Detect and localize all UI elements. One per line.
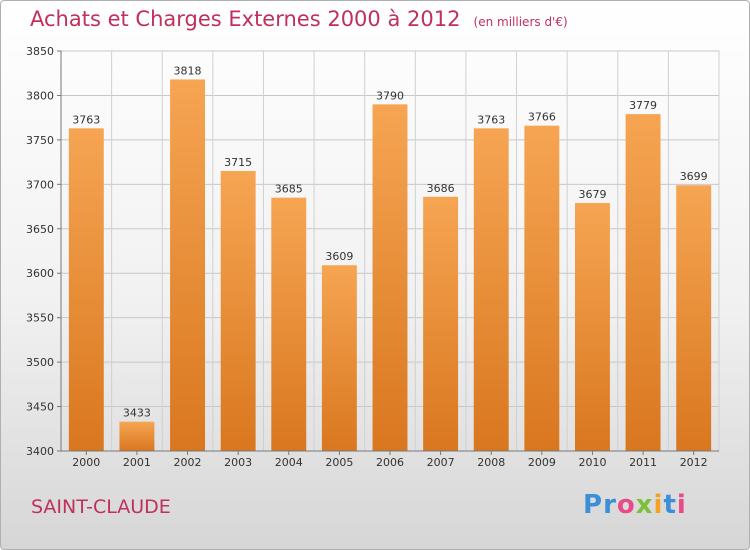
bar-2010 bbox=[574, 203, 610, 451]
y-tick-label: 3650 bbox=[26, 223, 54, 236]
bar-2000 bbox=[68, 128, 104, 451]
bar-2009 bbox=[524, 125, 560, 452]
logo-letter: r bbox=[603, 490, 617, 520]
y-tick-label: 3800 bbox=[26, 89, 54, 102]
logo-letter: P bbox=[583, 490, 604, 520]
bar-value-label: 3790 bbox=[376, 89, 404, 102]
proxiti-logo[interactable]: Proxiti bbox=[583, 490, 687, 520]
chart-title-block: Achats et Charges Externes 2000 à 2012 (… bbox=[30, 7, 568, 31]
bar-value-label: 3715 bbox=[224, 156, 252, 169]
x-tick-label: 2001 bbox=[123, 456, 151, 469]
bar-value-label: 3779 bbox=[629, 99, 657, 112]
axes: 3400 3450 3500 3550 3600 3650 3700 3750 3800 3850… bbox=[26, 45, 719, 469]
x-tick-label: 2000 bbox=[72, 456, 100, 469]
logo-letter: o bbox=[616, 490, 636, 520]
bar-value-label: 3763 bbox=[72, 113, 100, 126]
logo-letter: t bbox=[663, 490, 677, 520]
bars: 3763 3433 3818 3715 3685 3609 3790 3686 3763 3766… bbox=[68, 64, 712, 452]
place-name: SAINT-CLAUDE bbox=[31, 496, 171, 518]
x-tick-label: 2005 bbox=[325, 456, 353, 469]
y-tick-label: 3450 bbox=[26, 401, 54, 414]
bar-2006 bbox=[372, 104, 408, 451]
bar-value-label: 3699 bbox=[680, 170, 708, 183]
bar-value-label: 3679 bbox=[578, 188, 606, 201]
x-tick-label: 2012 bbox=[680, 456, 708, 469]
bar-value-label: 3685 bbox=[275, 183, 303, 196]
bar-2001 bbox=[119, 421, 155, 451]
bar-value-label: 3818 bbox=[174, 64, 202, 77]
bar-2003 bbox=[220, 171, 256, 451]
chart-unit: (en milliers d'€) bbox=[473, 15, 568, 29]
bar-2004 bbox=[271, 197, 307, 451]
bar-2012 bbox=[676, 185, 712, 451]
bar-2002 bbox=[170, 79, 206, 451]
bar-value-label: 3763 bbox=[477, 113, 505, 126]
x-tick-label: 2008 bbox=[477, 456, 505, 469]
logo-letter: x bbox=[635, 490, 654, 520]
bar-2011 bbox=[625, 114, 661, 451]
x-tick-label: 2009 bbox=[528, 456, 556, 469]
y-tick-label: 3850 bbox=[26, 45, 54, 58]
x-tick-label: 2004 bbox=[275, 456, 303, 469]
bar-value-label: 3766 bbox=[528, 111, 556, 124]
x-tick-label: 2011 bbox=[629, 456, 657, 469]
x-tick-label: 2010 bbox=[578, 456, 606, 469]
x-tick-label: 2006 bbox=[376, 456, 404, 469]
y-tick-label: 3400 bbox=[26, 445, 54, 458]
chart-title: Achats et Charges Externes 2000 à 2012 bbox=[30, 7, 461, 31]
logo-letter: i bbox=[653, 490, 664, 520]
y-tick-label: 3700 bbox=[26, 178, 54, 191]
bar-value-label: 3433 bbox=[123, 407, 151, 420]
x-tick-label: 2007 bbox=[427, 456, 455, 469]
bar-value-label: 3686 bbox=[427, 182, 455, 195]
bar-2007 bbox=[423, 196, 459, 451]
y-tick-label: 3500 bbox=[26, 356, 54, 369]
y-tick-label: 3600 bbox=[26, 267, 54, 280]
logo-letter: i bbox=[676, 490, 687, 520]
y-tick-label: 3750 bbox=[26, 134, 54, 147]
x-tick-label: 2003 bbox=[224, 456, 252, 469]
bar-value-label: 3609 bbox=[325, 250, 353, 263]
bar-2008 bbox=[473, 128, 509, 451]
y-tick-label: 3550 bbox=[26, 312, 54, 325]
bar-2005 bbox=[321, 265, 357, 451]
x-tick-label: 2002 bbox=[174, 456, 202, 469]
